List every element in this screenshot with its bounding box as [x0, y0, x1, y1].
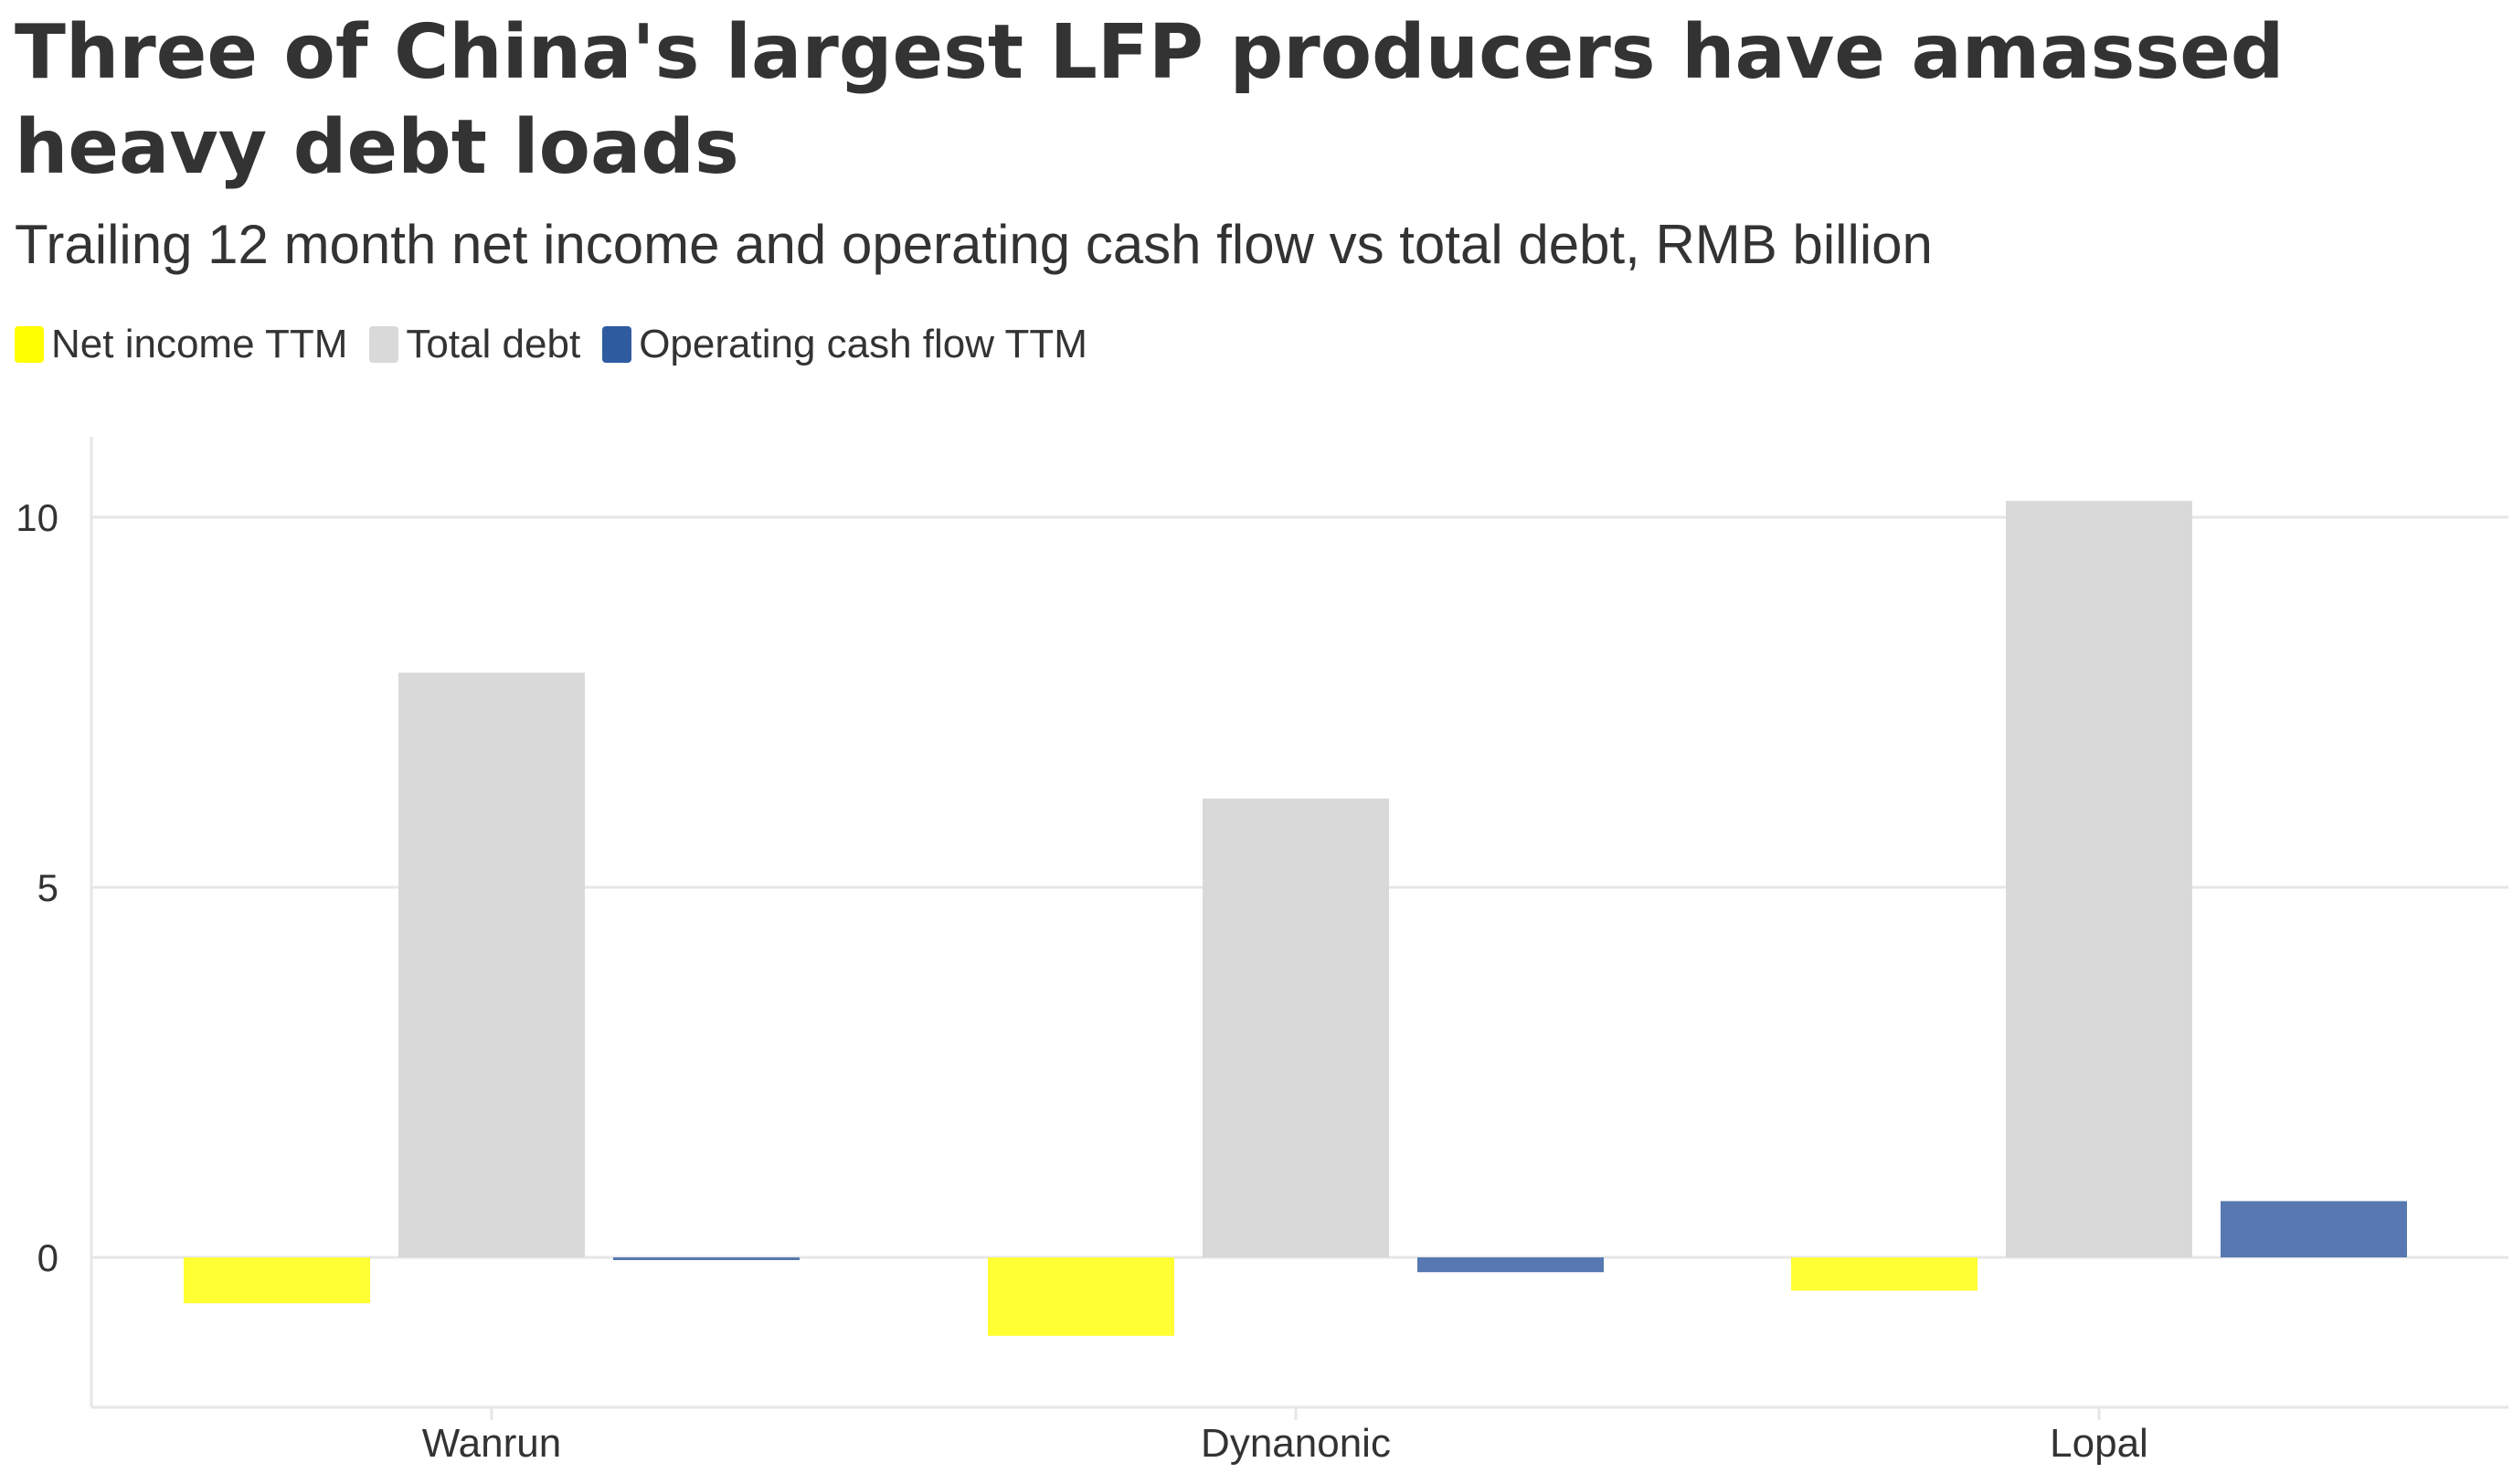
- bar-total-debt-dynanonic: [1203, 798, 1389, 1257]
- chart-subtitle: Trailing 12 month net income and operati…: [15, 214, 1933, 275]
- bar-total-debt-wanrun: [398, 673, 585, 1257]
- bar-operating-cash-flow-wanrun: [613, 1257, 800, 1260]
- bar-net-income-dynanonic: [988, 1257, 1174, 1336]
- y-tick-label: 10: [16, 496, 58, 539]
- legend-swatch-operating-cash-flow: [602, 326, 632, 363]
- chart-title: Three of China's largest LFP producers h…: [15, 9, 2285, 191]
- legend-label-net-income: Net income TTM: [51, 322, 348, 366]
- chart-legend: Net income TTM Total debt Operating cash…: [15, 322, 1109, 367]
- y-tick-label: 0: [37, 1236, 58, 1279]
- x-tick-label-dynanonic: Dynanonic: [1201, 1421, 1391, 1466]
- x-tick-label-wanrun: Wanrun: [422, 1421, 561, 1466]
- legend-swatch-total-debt: [369, 326, 399, 363]
- bar-operating-cash-flow-dynanonic: [1417, 1257, 1604, 1273]
- x-tick-label-lopal: Lopal: [2050, 1421, 2148, 1466]
- legend-swatch-net-income: [15, 326, 44, 363]
- legend-item-total-debt: Total debt: [369, 322, 580, 367]
- bar-total-debt-lopal: [2006, 501, 2192, 1257]
- legend-item-operating-cash-flow: Operating cash flow TTM: [602, 322, 1087, 367]
- legend-item-net-income: Net income TTM: [15, 322, 347, 367]
- legend-label-total-debt: Total debt: [406, 322, 581, 366]
- bar-operating-cash-flow-lopal: [2221, 1201, 2407, 1257]
- bar-net-income-lopal: [1791, 1257, 1978, 1291]
- legend-label-operating-cash-flow: Operating cash flow TTM: [639, 322, 1087, 366]
- y-tick-label: 5: [37, 866, 58, 909]
- bar-net-income-wanrun: [184, 1257, 370, 1304]
